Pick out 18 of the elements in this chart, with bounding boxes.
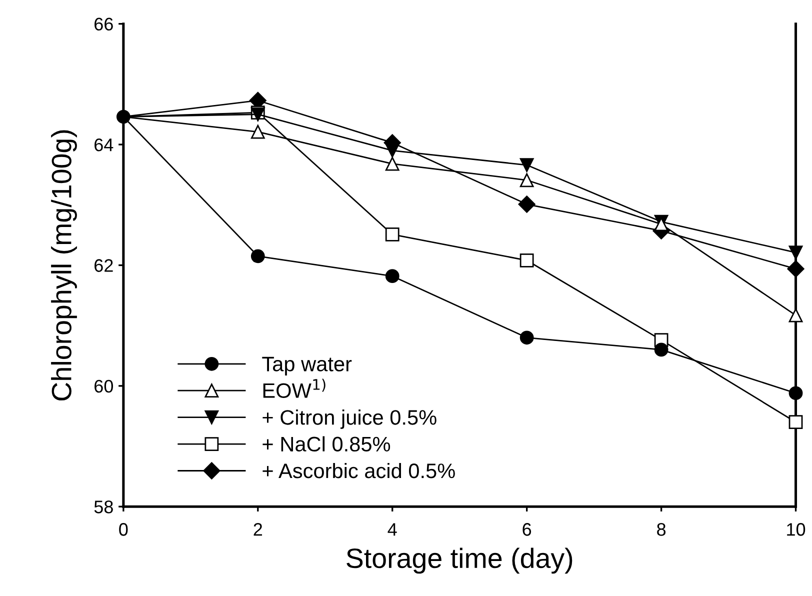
- x-tick-label: 4: [388, 523, 397, 536]
- x-axis-title: Storage time (day): [346, 548, 572, 574]
- y-tick-label: 66: [94, 18, 113, 31]
- y-axis-title: Chlorophyll (mg/100g): [51, 130, 77, 400]
- legend-label: + NaCl 0.85%: [262, 436, 390, 452]
- y-tick-label: 60: [94, 380, 113, 393]
- x-tick-label: 2: [254, 523, 262, 536]
- x-tick-label: 8: [657, 523, 666, 536]
- x-tick-label: 10: [787, 523, 806, 536]
- legend-label: + Citron juice 0.5%: [262, 410, 436, 429]
- y-tick-label: 64: [94, 138, 114, 152]
- x-tick-label: 0: [119, 523, 128, 536]
- legend-label: + Ascorbic acid 0.5%: [262, 462, 455, 478]
- x-tick-label: 6: [522, 523, 532, 536]
- y-tick-label: 62: [94, 259, 113, 272]
- y-tick-label: 58: [94, 500, 113, 514]
- legend-label: EOW$^{1)}$: [263, 378, 326, 398]
- legend-label: Tap water: [262, 356, 352, 376]
